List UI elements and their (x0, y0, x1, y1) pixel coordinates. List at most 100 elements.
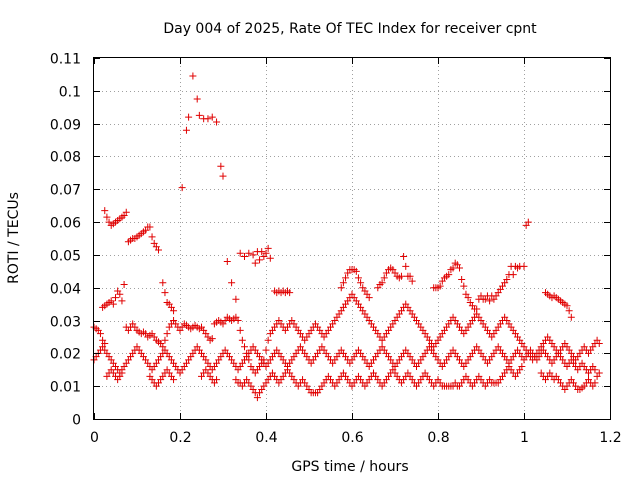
y-axis-label: ROTI / TECUs (6, 192, 22, 284)
data-point (241, 343, 248, 351)
data-point (161, 289, 169, 297)
data-point (337, 284, 345, 292)
axis-ticks (94, 58, 611, 420)
y-tick-label: 0.07 (50, 183, 81, 199)
x-tick-label: 0.4 (255, 430, 277, 446)
y-tick-label: 0.09 (50, 118, 81, 134)
data-point (342, 274, 350, 282)
data-point (264, 336, 272, 344)
data-point (245, 249, 253, 257)
data-point (193, 95, 201, 103)
data-point (256, 256, 264, 264)
data-point (208, 113, 216, 121)
data-point (236, 326, 244, 334)
data-point (339, 279, 347, 287)
y-tick-label: 0.04 (50, 282, 81, 298)
plot-frame (93, 57, 611, 420)
data-point (163, 330, 171, 338)
data-point (204, 115, 212, 123)
y-tick-label: 0.01 (50, 380, 81, 396)
data-point (563, 302, 571, 310)
data-point (213, 376, 221, 384)
data-point (148, 233, 156, 241)
data-point (518, 362, 526, 370)
data-point (249, 251, 257, 259)
data-point (146, 223, 154, 231)
x-tick-label: 1.2 (599, 430, 621, 446)
data-point (217, 162, 225, 170)
data-point (458, 276, 466, 284)
data-points (90, 72, 603, 402)
data-point (378, 279, 386, 287)
data-point (460, 282, 468, 290)
data-point (109, 300, 117, 308)
data-point (189, 72, 197, 80)
data-point (182, 126, 190, 134)
data-point (595, 369, 603, 377)
data-point (567, 313, 575, 321)
data-point (219, 172, 227, 180)
data-point (118, 297, 126, 305)
data-point (103, 213, 111, 221)
data-point (96, 330, 104, 338)
data-point (380, 274, 388, 282)
y-tick-label: 0.1 (59, 85, 81, 101)
data-point (234, 317, 242, 325)
data-point (120, 280, 128, 288)
data-point (253, 394, 261, 402)
data-point (185, 113, 193, 121)
data-point (445, 271, 453, 279)
data-point (264, 244, 272, 252)
data-point (509, 271, 517, 279)
data-point (228, 279, 236, 287)
data-point (486, 297, 494, 305)
data-point (122, 208, 130, 216)
data-point (170, 376, 178, 384)
data-point (436, 282, 444, 290)
x-tick-label: 0.2 (169, 430, 191, 446)
data-point (397, 272, 405, 280)
data-point (464, 294, 472, 302)
data-point (520, 262, 528, 270)
y-tick-label: 0.03 (50, 315, 81, 331)
data-point (524, 218, 532, 226)
data-point (365, 294, 373, 302)
data-point (159, 279, 167, 287)
data-point (223, 257, 231, 265)
data-point (245, 356, 253, 364)
data-point (591, 366, 599, 374)
x-tick-labels: 0 0.2 0.4 0.6 0.8 1 1.2 (90, 430, 622, 446)
data-point (238, 336, 246, 344)
y-tick-label: 0.06 (50, 216, 81, 232)
data-point (352, 267, 360, 275)
data-point (155, 246, 162, 254)
data-point (357, 279, 365, 287)
data-point (402, 262, 410, 270)
data-point (159, 343, 167, 351)
data-point (260, 356, 268, 364)
y-tick-label: 0.05 (50, 249, 81, 265)
y-tick-label: 0.11 (50, 52, 81, 68)
x-axis-label: GPS time / hours (291, 459, 408, 475)
data-point (400, 253, 408, 261)
x-tick-label: 0.8 (427, 430, 449, 446)
data-point (232, 295, 240, 303)
x-tick-label: 1 (520, 430, 529, 446)
data-point (408, 277, 416, 285)
data-point (251, 259, 259, 267)
data-point (503, 276, 511, 284)
y-tick-label: 0 (72, 413, 81, 429)
x-tick-label: 0.6 (341, 430, 363, 446)
data-point (262, 346, 270, 354)
data-point (241, 253, 248, 261)
data-point (591, 379, 599, 387)
data-point (449, 264, 457, 272)
y-tick-label: 0.08 (50, 150, 81, 166)
data-point (456, 264, 463, 272)
data-point (266, 254, 274, 262)
data-point (595, 340, 603, 348)
data-point (101, 207, 109, 215)
data-point (258, 248, 266, 256)
data-point (243, 349, 251, 357)
